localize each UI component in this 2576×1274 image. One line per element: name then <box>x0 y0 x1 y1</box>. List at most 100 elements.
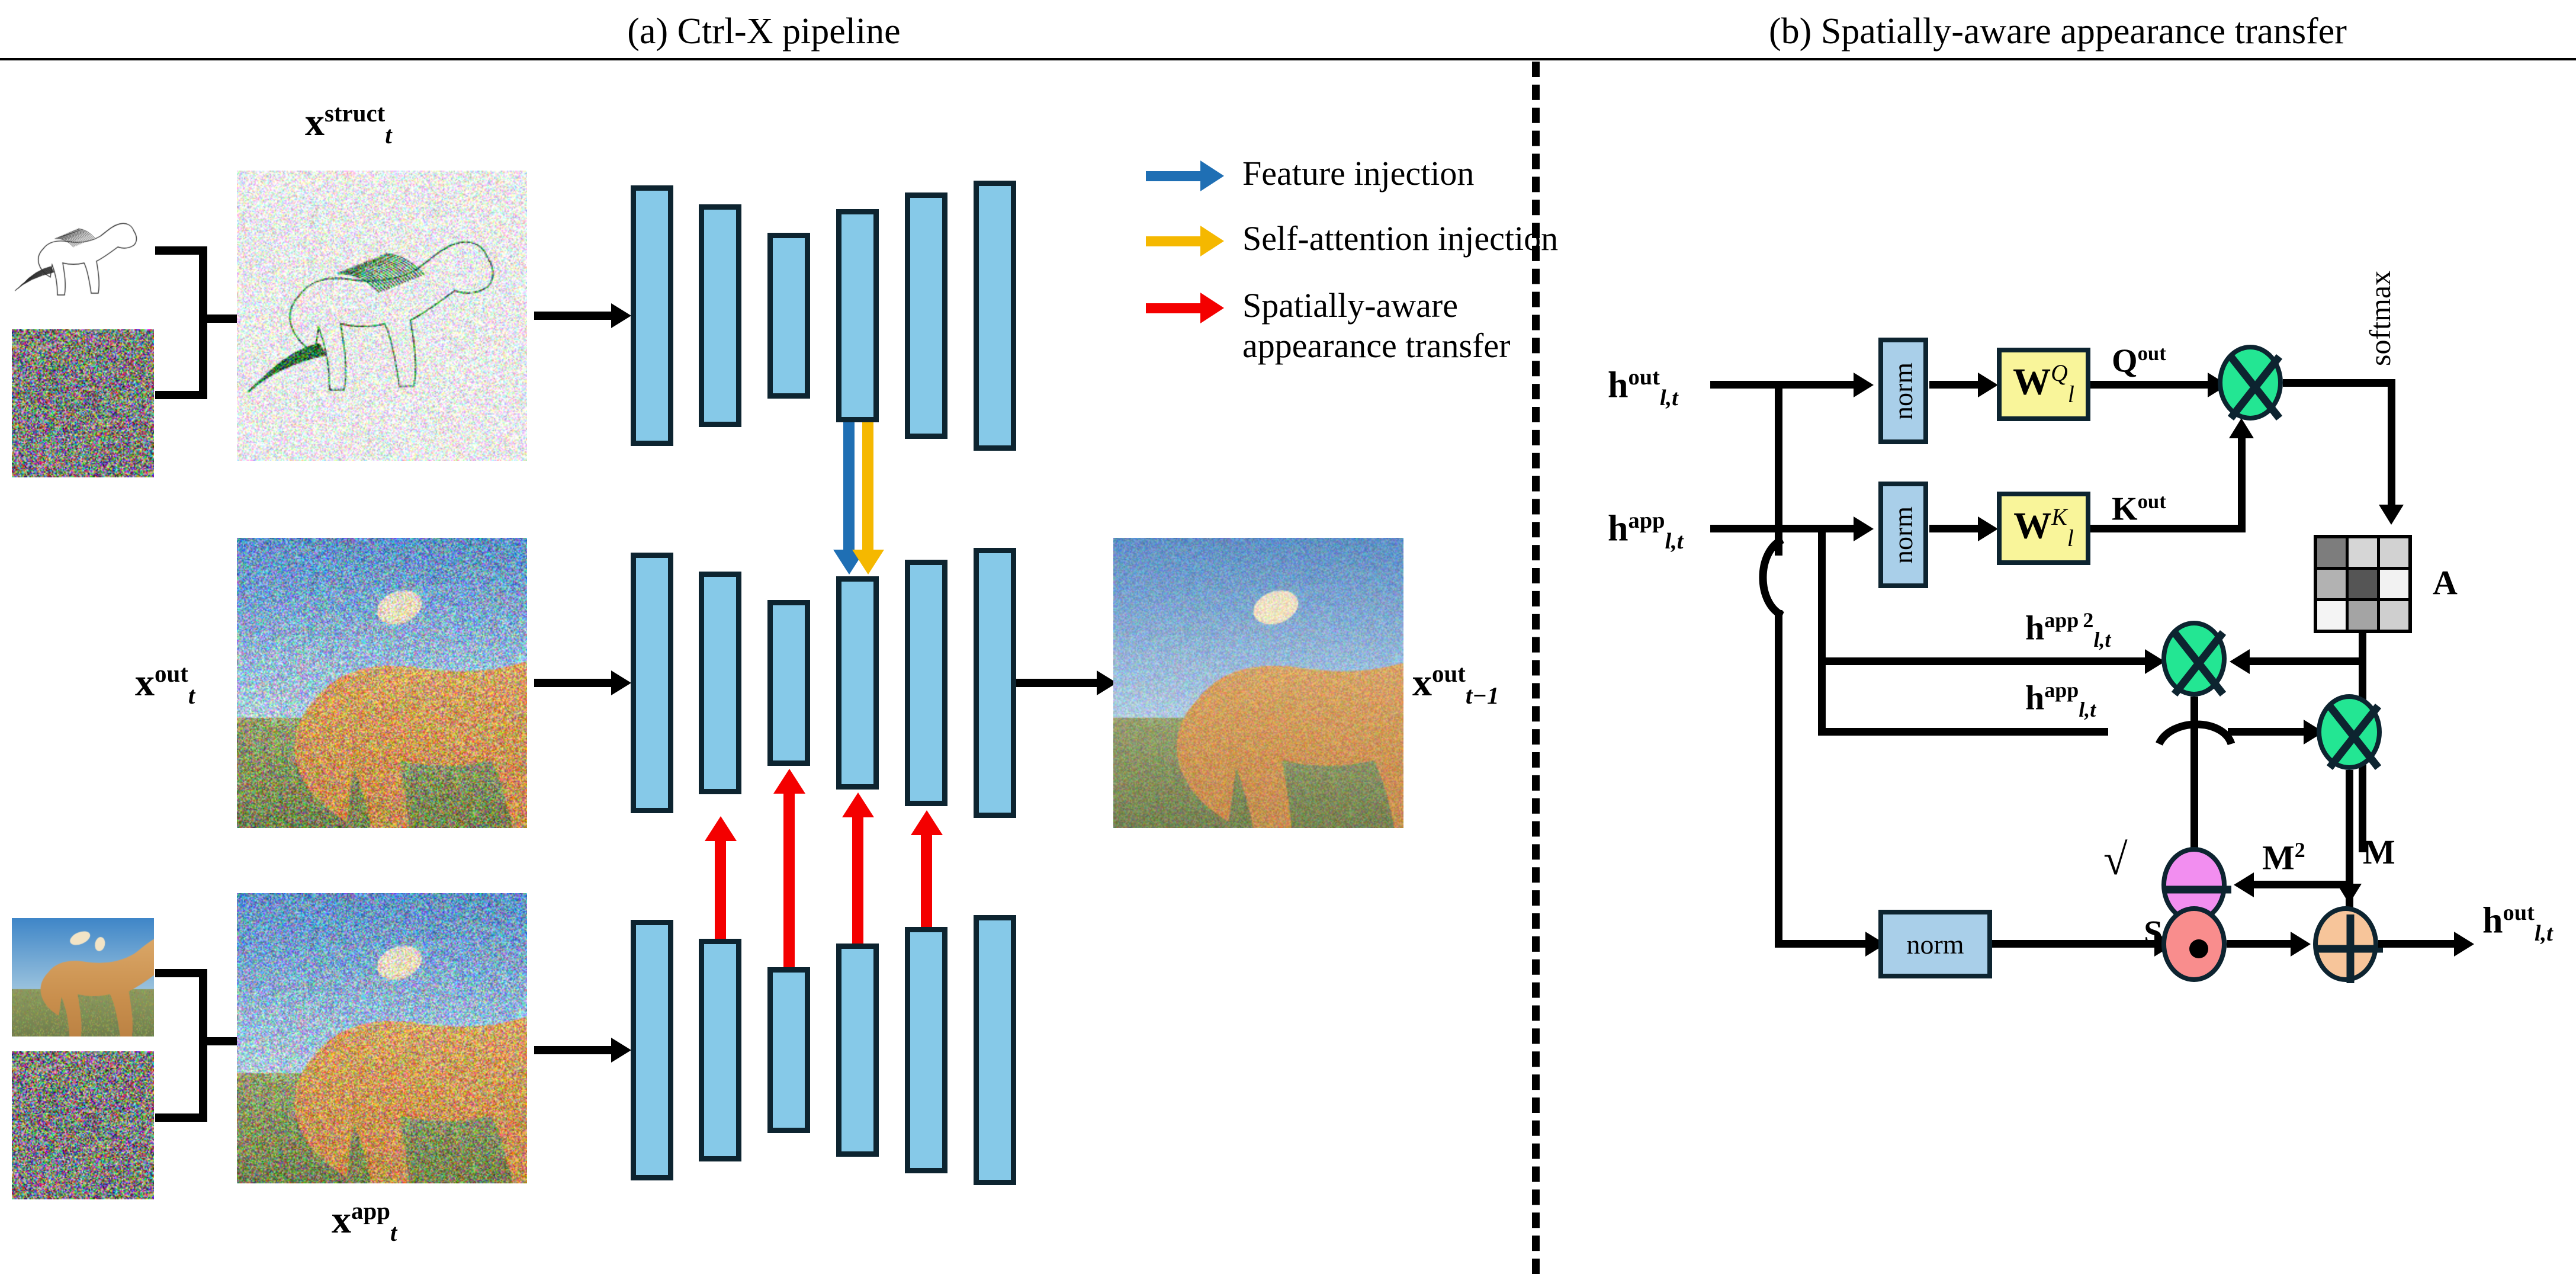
appearance-transfer-arrow-3-shaft <box>783 794 795 967</box>
legend-feature-injection-arrow-head <box>1200 161 1224 191</box>
add-to-output-line <box>2378 940 2458 948</box>
matmul-app2-op <box>2161 621 2227 697</box>
norm-out-to-wq-arrow <box>1978 373 1998 397</box>
weight-box-query: WQl <box>1997 348 2090 421</box>
legend-self-attention-label: Self-attention injection <box>1242 219 1559 258</box>
attention-cell-1-0 <box>2317 570 2346 598</box>
attention-cell-0-0 <box>2317 538 2346 567</box>
h-app-mid-label: happl,t <box>2025 678 2096 721</box>
appearance-merge-line-vert <box>199 969 207 1122</box>
legend-feature-injection-label: Feature injection <box>1242 154 1475 192</box>
x-app-label: xappt <box>332 1198 397 1247</box>
cross-icon <box>2227 354 2283 421</box>
self-attention-injection-arrow-shaft <box>862 422 873 553</box>
legend-self-attention-arrow-shaft <box>1146 236 1200 246</box>
h-out-to-norm1-arrow <box>1854 373 1874 397</box>
h-app-branch-vert <box>1818 529 1826 736</box>
unet-block-out-1 <box>631 553 673 813</box>
legend-appearance-transfer-label-line2: appearance transfer <box>1242 326 1511 365</box>
attention-cell-0-2 <box>2380 538 2408 567</box>
weight-box-key: WKl <box>1997 492 2090 565</box>
legend-appearance-transfer-label-line1: Spatially-aware <box>1242 286 1458 325</box>
unet-block-out-2 <box>699 572 741 794</box>
structure-latent-image <box>237 171 527 461</box>
weight-box-query-label: WQl <box>2013 360 2074 408</box>
attention-cell-2-2 <box>2380 601 2408 630</box>
structure-to-unet-shaft <box>534 312 611 320</box>
matmul-qk-op <box>2218 345 2283 421</box>
norm-out-to-wq-line <box>1929 381 1983 389</box>
x-out-prev-label: xoutt−1 <box>1412 660 1499 710</box>
noise-top-image <box>12 329 154 477</box>
k-to-matmul-arrow <box>2229 418 2254 438</box>
output-latent-image <box>237 538 527 828</box>
norm-app-to-wk-arrow <box>1978 516 1998 541</box>
h-app-to-norm2-arrow <box>1854 516 1874 541</box>
app2-out-line-v <box>2190 697 2198 868</box>
norm-box-app-label: norm <box>1888 506 1919 564</box>
q-out-label: Qout <box>2112 342 2166 380</box>
attention-cell-1-1 <box>2349 570 2377 598</box>
h-out-branch-vert-upper <box>1775 385 1782 556</box>
h-out-main-line <box>1710 381 1858 389</box>
noise-bottom-image <box>12 1051 154 1199</box>
header-divider <box>0 58 2576 60</box>
m-to-add-arrow <box>2337 884 2362 904</box>
unet-block-out-3 <box>767 600 810 766</box>
unet-block-app-2 <box>699 939 741 1161</box>
cross-icon <box>2171 630 2227 697</box>
norm-box-out-label: norm <box>1888 362 1919 420</box>
m2-to-subtract-line <box>2250 881 2353 888</box>
appearance-transfer-arrow-3-head <box>773 769 805 794</box>
sqrt-icon: √ <box>2103 836 2128 884</box>
q-to-matmul-line <box>2090 381 2212 389</box>
x-struct-label: xstructt <box>305 100 392 149</box>
unet-block-out-6 <box>974 548 1016 818</box>
add-op <box>2313 906 2383 983</box>
softmax-label: softmax <box>2363 270 2397 366</box>
appearance-latent-image <box>237 893 527 1183</box>
panel-a-title: (a) Ctrl-X pipeline <box>627 11 901 52</box>
legend-appearance-transfer-arrow-shaft <box>1146 303 1200 313</box>
appearance-merge-line-top <box>155 969 207 977</box>
m2-to-subtract-arrow <box>2234 872 2254 897</box>
legend-self-attention-arrow-head <box>1200 226 1224 256</box>
output-to-unet-shaft <box>534 679 611 687</box>
attention-cell-2-0 <box>2317 601 2346 630</box>
legend-feature-injection-arrow-shaft <box>1146 171 1200 181</box>
legend-appearance-transfer-arrow-head <box>1200 293 1224 323</box>
unet-block-out-4 <box>836 576 879 790</box>
self-attention-injection-arrow-head <box>852 550 884 575</box>
h-out-output-label: houtl,t <box>2482 900 2553 946</box>
norm-box-out: norm <box>1878 338 1928 444</box>
minus-icon <box>2166 885 2231 894</box>
weight-box-key-label: WKl <box>2013 504 2074 552</box>
unet-block-struct-6 <box>974 181 1016 451</box>
appearance-transfer-arrow-4-head <box>842 792 874 817</box>
attention-to-app2-arrow <box>2230 649 2250 674</box>
hadamard-to-add-arrow <box>2291 932 2311 957</box>
unet-block-app-5 <box>905 927 947 1173</box>
k-to-matmul-line-h <box>2090 525 2246 532</box>
attention-matrix <box>2314 535 2412 633</box>
unet-block-struct-2 <box>699 204 741 427</box>
dot-icon <box>2189 939 2208 958</box>
appearance-transfer-arrow-5-head <box>911 810 943 835</box>
unet-block-struct-4 <box>836 209 879 422</box>
matmul-app-op <box>2317 694 2382 771</box>
unet-block-app-6 <box>974 915 1016 1185</box>
attention-cell-0-1 <box>2349 538 2377 567</box>
unet-block-struct-1 <box>631 185 673 446</box>
unet-block-app-3 <box>767 967 810 1133</box>
h-app-input-label: happl,t <box>1608 508 1684 554</box>
unet-block-out-5 <box>905 560 947 806</box>
structure-merge-line-top <box>155 246 207 255</box>
unet-block-app-1 <box>631 920 673 1180</box>
h-app-to-matmul-app-line <box>2228 728 2308 736</box>
structure-merge-line-bottom <box>155 391 207 399</box>
unet-block-struct-3 <box>767 233 810 399</box>
result-image <box>1113 538 1403 828</box>
appearance-merge-line-bottom <box>155 1113 207 1122</box>
h-out-branch-vert-lower <box>1775 610 1782 948</box>
